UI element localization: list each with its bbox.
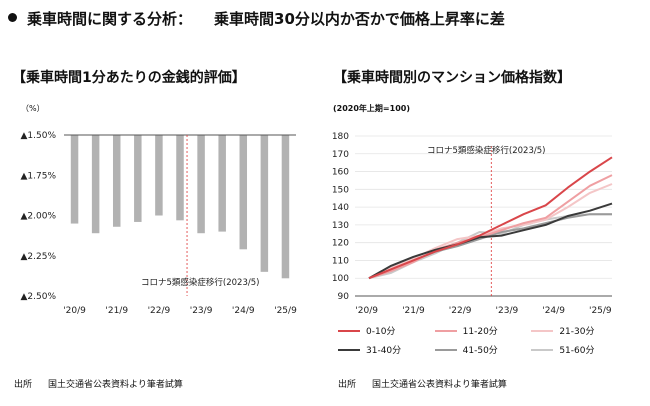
legend-swatch — [434, 329, 457, 332]
line-x-tick-label: '22/9 — [449, 306, 472, 316]
line-y-tick-label: 140 — [332, 203, 349, 213]
bar-y-tick-label: ▲1.75% — [20, 171, 56, 181]
bar-y-tick-label: ▲2.00% — [20, 212, 56, 222]
line-chart: 90 100 110 120 130 140 150 160 170 180 コロナ5類感染症移行(… — [332, 132, 613, 316]
legend-item: 11-20分 — [434, 324, 532, 337]
bar — [176, 135, 184, 221]
bullet-icon — [8, 13, 17, 22]
bar — [91, 135, 100, 234]
legend-label: 51-60分 — [559, 346, 595, 356]
page-title-right: 乗車時間30分以内か否かで価格上昇率に差 — [214, 10, 505, 28]
legend-item: 0-10分 — [338, 324, 435, 337]
line-y-tick-label: 160 — [332, 168, 349, 178]
bar — [155, 135, 163, 216]
line-chart-legend: 0-10分 11-20分 21-30分 31-40分 41-50分 51-60分 — [338, 324, 628, 356]
series-line-0-10分 — [368, 156, 613, 280]
left-source-note: 出所 国土交通省公表資料より筆者試算 — [14, 377, 183, 390]
bar — [218, 135, 226, 232]
legend-item: 31-40分 — [338, 343, 435, 356]
line-y-tick-label: 120 — [332, 239, 349, 249]
bar-y-tick-label: ▲2.50% — [20, 292, 56, 302]
legend-swatch — [531, 348, 554, 351]
line-y-tick-label: 180 — [332, 132, 349, 142]
bar-x-tick-label: '23/9 — [190, 306, 213, 316]
line-y-tick-label: 170 — [332, 150, 349, 160]
left-source-label: 出所 — [14, 380, 33, 390]
series-line-31-40分 — [368, 202, 613, 280]
legend-swatch — [434, 348, 457, 351]
line-x-tick-label: '20/9 — [355, 306, 378, 316]
line-y-tick-label: 90 — [338, 292, 350, 302]
series-line-11-20分 — [368, 174, 613, 280]
line-x-tick-label: '24/9 — [542, 306, 565, 316]
line-y-tick-label: 110 — [332, 256, 349, 266]
line-x-tick-label: '23/9 — [496, 306, 519, 316]
bar-x-tick-label: '21/9 — [105, 306, 128, 316]
legend-label: 31-40分 — [366, 346, 402, 356]
left-source-text: 国土交通省公表資料より筆者試算 — [48, 380, 183, 390]
line-annotation-label: コロナ5類感染症移行(2023/5) — [427, 145, 545, 156]
legend-swatch — [338, 329, 360, 332]
line-y-tick-label: 100 — [332, 274, 349, 284]
bar-y-tick-label: ▲1.50% — [20, 131, 56, 141]
series-line-51-60分 — [368, 213, 612, 280]
legend-label: 0-10分 — [366, 327, 396, 337]
bar-x-tick-label: '20/9 — [63, 306, 86, 316]
legend-item: 51-60分 — [531, 343, 628, 356]
bar-annotation-label: コロナ5類感染症移行(2023/5) — [141, 277, 259, 288]
line-y-tick-label: 130 — [332, 221, 349, 231]
bar — [134, 135, 142, 222]
series-line-41-50分 — [368, 213, 612, 280]
bar — [112, 135, 121, 227]
bar-x-tick-label: '22/9 — [148, 306, 171, 316]
bar-chart: ▲1.50% ▲1.75% ▲2.00% ▲2.25% ▲2.50% コロナ5類感染症移行… — [20, 131, 297, 316]
bar — [260, 135, 269, 272]
line-y-tick-label: 150 — [332, 185, 349, 195]
bar-x-tick-label: '25/9 — [274, 306, 297, 316]
legend-item: 21-30分 — [531, 324, 628, 337]
bar — [197, 135, 205, 234]
legend-swatch — [531, 329, 554, 332]
right-unit-label: (2020年上期=100) — [333, 104, 410, 113]
line-x-tick-label: '21/9 — [402, 306, 425, 316]
right-source-note: 出所 国土交通省公表資料より筆者試算 — [338, 377, 507, 390]
bar — [70, 135, 79, 224]
legend-label: 21-30分 — [559, 327, 595, 337]
bar — [239, 135, 248, 250]
right-chart-title: 【乗車時間別のマンション価格指数】 — [333, 70, 571, 86]
left-unit-label: （%） — [21, 104, 45, 113]
bar — [281, 135, 290, 279]
line-x-tick-label: '25/9 — [589, 306, 612, 316]
legend-label: 41-50分 — [462, 346, 498, 356]
legend-item: 41-50分 — [434, 343, 532, 356]
page-title-left: 乗車時間に関する分析： — [27, 10, 193, 28]
right-source-label: 出所 — [338, 380, 357, 390]
legend-swatch — [338, 348, 360, 351]
bar-y-tick-label: ▲2.25% — [20, 252, 56, 262]
right-source-text: 国土交通省公表資料より筆者試算 — [372, 380, 507, 390]
left-chart-title: 【乗車時間1分あたりの金銭的評価】 — [12, 70, 246, 86]
page-title: 乗車時間に関する分析： 乗車時間30分以内か否かで価格上昇率に差 — [8, 8, 505, 29]
bar-x-tick-label: '24/9 — [232, 306, 255, 316]
legend-label: 11-20分 — [462, 327, 498, 337]
series-line-21-30分 — [368, 183, 613, 280]
